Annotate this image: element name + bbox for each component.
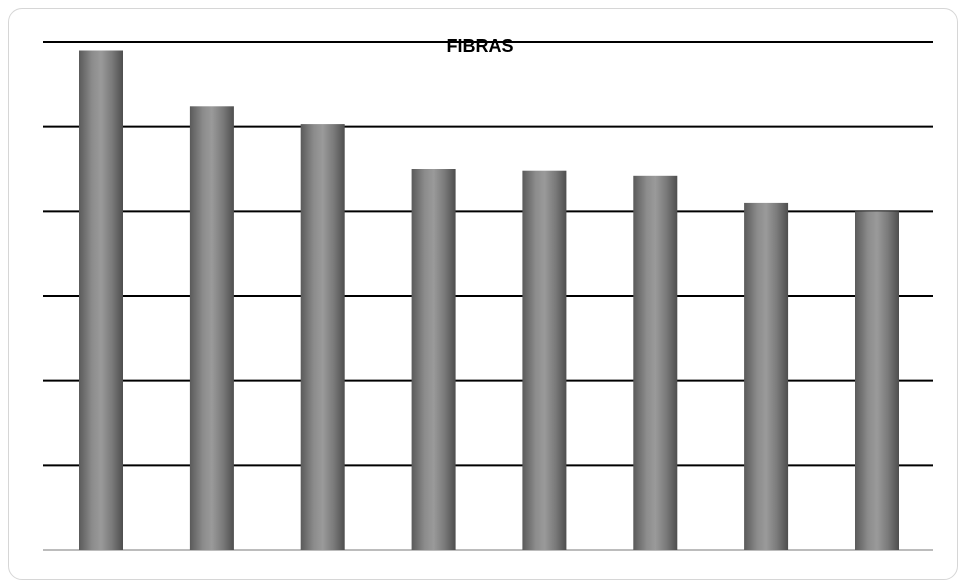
chart-title: FIBRAS (0, 35, 960, 57)
bar-5 (522, 171, 566, 550)
bar-1 (79, 51, 123, 551)
bar-4 (412, 169, 456, 550)
bar-6 (633, 176, 677, 550)
bar-7 (744, 203, 788, 550)
gridlines (43, 42, 933, 550)
bars (79, 51, 899, 551)
bar-2 (190, 106, 234, 550)
bar-3 (301, 124, 345, 550)
bar-8 (855, 211, 899, 550)
